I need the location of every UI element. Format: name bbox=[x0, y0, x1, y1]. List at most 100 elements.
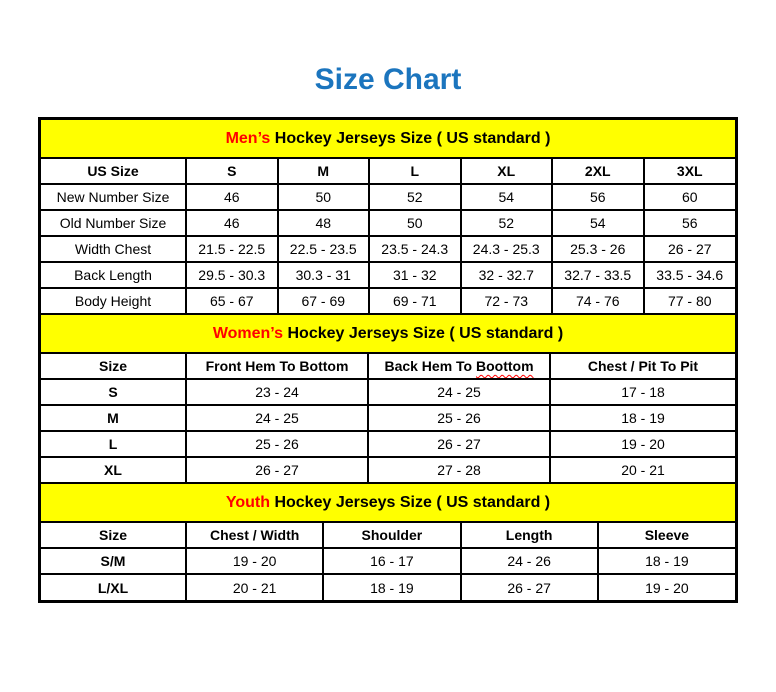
size-value-cell: 67 - 69 bbox=[276, 287, 370, 315]
youth-header-row: Size Chest / Width Shoulder Length Sleeve bbox=[41, 521, 735, 549]
size-value-cell: 16 - 17 bbox=[322, 547, 462, 575]
mens-header-row: US Size S M L XL 2XL 3XL bbox=[41, 157, 735, 185]
size-value-cell: 56 bbox=[551, 183, 645, 211]
size-value-cell: 50 bbox=[368, 209, 462, 237]
row-label: S bbox=[41, 378, 187, 406]
youth-banner-text: Hockey Jerseys Size ( US standard ) bbox=[270, 493, 551, 511]
youth-size-table: Size Chest / Width Shoulder Length Sleeve S/… bbox=[41, 521, 735, 600]
size-value-cell: 26 - 27 bbox=[185, 456, 369, 484]
size-value-cell: 19 - 20 bbox=[596, 573, 735, 600]
size-value-cell: 24 - 25 bbox=[367, 378, 551, 406]
column-header: Sleeve bbox=[596, 521, 735, 549]
size-value-cell: 46 bbox=[185, 183, 279, 211]
mens-banner-text: Hockey Jerseys Size ( US standard ) bbox=[270, 129, 551, 147]
youth-banner-highlight: Youth bbox=[225, 493, 270, 511]
table-row: New Number Size 46 50 52 54 56 60 bbox=[41, 183, 735, 211]
size-value-cell: 24 - 25 bbox=[185, 404, 369, 432]
table-row: S/M 19 - 20 16 - 17 24 - 26 18 - 19 bbox=[41, 547, 735, 575]
size-value-cell: 24.3 - 25.3 bbox=[459, 235, 553, 263]
column-header: M bbox=[276, 157, 370, 185]
size-value-cell: 69 - 71 bbox=[368, 287, 462, 315]
misspelled-word: Boottom bbox=[476, 358, 534, 374]
size-value-cell: 72 - 73 bbox=[459, 287, 553, 315]
size-value-cell: 77 - 80 bbox=[642, 287, 735, 315]
row-label: Old Number Size bbox=[41, 209, 187, 237]
row-label: Back Length bbox=[41, 261, 187, 289]
column-header: Length bbox=[459, 521, 599, 549]
row-label: XL bbox=[41, 456, 187, 484]
size-value-cell: 52 bbox=[459, 209, 553, 237]
column-header: 3XL bbox=[642, 157, 735, 185]
size-value-cell: 25.3 - 26 bbox=[551, 235, 645, 263]
size-value-cell: 31 - 32 bbox=[368, 261, 462, 289]
womens-size-table: Size Front Hem To Bottom Back Hem To Boott… bbox=[41, 352, 735, 484]
size-value-cell: 60 bbox=[642, 183, 735, 211]
womens-section-banner: Women’s Hockey Jerseys Size ( US standar… bbox=[41, 315, 735, 352]
size-value-cell: 27 - 28 bbox=[367, 456, 551, 484]
size-value-cell: 18 - 19 bbox=[596, 547, 735, 575]
size-value-cell: 22.5 - 23.5 bbox=[276, 235, 370, 263]
mens-section-banner: Men’s Hockey Jerseys Size ( US standard … bbox=[41, 120, 735, 157]
womens-banner-text: Hockey Jerseys Size ( US standard ) bbox=[283, 324, 564, 342]
column-header: Chest / Width bbox=[184, 521, 325, 549]
size-value-cell: 20 - 21 bbox=[184, 573, 325, 600]
size-value-cell: 17 - 18 bbox=[549, 378, 735, 406]
size-value-cell: 33.5 - 34.6 bbox=[642, 261, 735, 289]
mens-size-table: US Size S M L XL 2XL 3XL New Number Size 46 50 52… bbox=[41, 157, 735, 315]
column-header: US Size bbox=[41, 157, 187, 185]
size-value-cell: 74 - 76 bbox=[551, 287, 645, 315]
column-header: XL bbox=[459, 157, 553, 185]
column-header: Back Hem To Boottom bbox=[367, 352, 551, 380]
size-value-cell: 25 - 26 bbox=[367, 404, 551, 432]
youth-section-banner: Youth Hockey Jerseys Size ( US standard … bbox=[41, 484, 735, 521]
row-label: Width Chest bbox=[41, 235, 187, 263]
size-value-cell: 18 - 19 bbox=[322, 573, 462, 600]
column-header: L bbox=[368, 157, 462, 185]
column-header: Shoulder bbox=[322, 521, 462, 549]
size-value-cell: 52 bbox=[368, 183, 462, 211]
column-header-text: Back Hem To bbox=[384, 358, 476, 374]
table-row: M 24 - 25 25 - 26 18 - 19 bbox=[41, 404, 735, 432]
size-value-cell: 32 - 32.7 bbox=[459, 261, 553, 289]
table-row: L 25 - 26 26 - 27 19 - 20 bbox=[41, 430, 735, 458]
size-value-cell: 23.5 - 24.3 bbox=[368, 235, 462, 263]
womens-size-section: Women’s Hockey Jerseys Size ( US standar… bbox=[41, 315, 735, 484]
size-value-cell: 32.7 - 33.5 bbox=[551, 261, 645, 289]
size-value-cell: 26 - 27 bbox=[367, 430, 551, 458]
row-label: L/XL bbox=[41, 573, 187, 600]
mens-banner-highlight: Men’s bbox=[225, 129, 271, 147]
size-value-cell: 21.5 - 22.5 bbox=[185, 235, 279, 263]
size-value-cell: 65 - 67 bbox=[185, 287, 279, 315]
size-value-cell: 50 bbox=[276, 183, 370, 211]
column-header: Size bbox=[41, 352, 187, 380]
size-value-cell: 26 - 27 bbox=[642, 235, 735, 263]
size-value-cell: 54 bbox=[459, 183, 553, 211]
table-row: XL 26 - 27 27 - 28 20 - 21 bbox=[41, 456, 735, 484]
size-chart: Men’s Hockey Jerseys Size ( US standard … bbox=[38, 117, 738, 603]
youth-size-section: Youth Hockey Jerseys Size ( US standard … bbox=[41, 484, 735, 600]
size-value-cell: 54 bbox=[551, 209, 645, 237]
womens-banner-highlight: Women’s bbox=[212, 324, 284, 342]
size-value-cell: 18 - 19 bbox=[549, 404, 735, 432]
page-title: Size Chart bbox=[314, 63, 462, 96]
size-value-cell: 29.5 - 30.3 bbox=[185, 261, 279, 289]
column-header: Size bbox=[41, 521, 187, 549]
size-value-cell: 30.3 - 31 bbox=[276, 261, 370, 289]
column-header: Chest / Pit To Pit bbox=[549, 352, 735, 380]
size-value-cell: 48 bbox=[276, 209, 370, 237]
mens-size-section: Men’s Hockey Jerseys Size ( US standard … bbox=[41, 120, 735, 315]
row-label: Body Height bbox=[41, 287, 187, 315]
row-label: New Number Size bbox=[41, 183, 187, 211]
row-label: L bbox=[41, 430, 187, 458]
size-value-cell: 25 - 26 bbox=[185, 430, 369, 458]
table-row: Back Length 29.5 - 30.3 30.3 - 31 31 - 32 32… bbox=[41, 261, 735, 289]
womens-header-row: Size Front Hem To Bottom Back Hem To Boott… bbox=[41, 352, 735, 380]
size-value-cell: 46 bbox=[185, 209, 279, 237]
table-row: Old Number Size 46 48 50 52 54 56 bbox=[41, 209, 735, 237]
column-header: 2XL bbox=[551, 157, 645, 185]
size-value-cell: 19 - 20 bbox=[184, 547, 325, 575]
table-row: L/XL 20 - 21 18 - 19 26 - 27 19 - 20 bbox=[41, 573, 735, 600]
column-header: S bbox=[185, 157, 279, 185]
table-row: S 23 - 24 24 - 25 17 - 18 bbox=[41, 378, 735, 406]
size-value-cell: 24 - 26 bbox=[459, 547, 599, 575]
